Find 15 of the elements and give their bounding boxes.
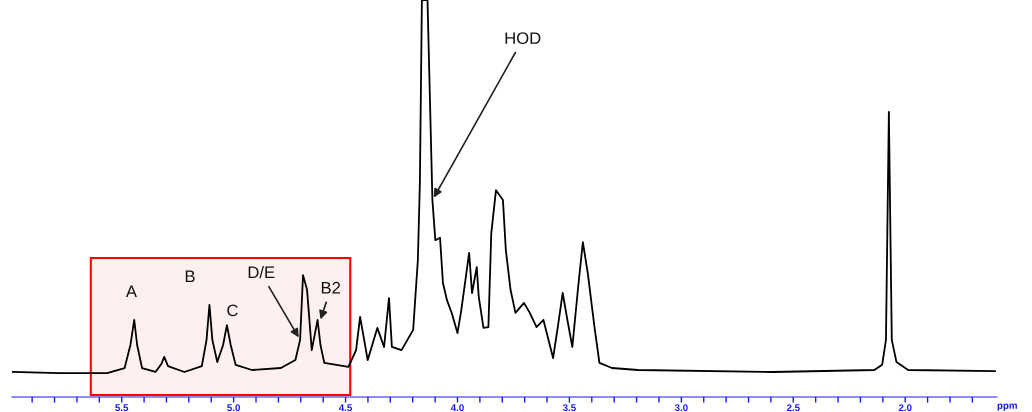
annotation: B2 xyxy=(321,281,341,294)
x-tick-label: 5.0 xyxy=(227,404,240,412)
x-tick-label: 5.5 xyxy=(115,404,129,412)
annotation: HOD xyxy=(505,32,541,45)
annotation: C xyxy=(227,304,238,317)
x-tick-label: 2.0 xyxy=(898,404,912,412)
x-tick-label: 3.0 xyxy=(674,404,688,412)
x-axis-title: ppm xyxy=(997,403,1017,411)
annotation: B xyxy=(185,270,195,282)
x-tick-label: 2.5 xyxy=(786,404,800,412)
x-tick-label: 4.5 xyxy=(338,404,353,412)
annotation: A xyxy=(125,285,137,298)
annotation: D/E xyxy=(248,265,275,279)
x-tick-label: 4.0 xyxy=(450,404,464,412)
x-tick-label: 3.5 xyxy=(562,404,576,412)
